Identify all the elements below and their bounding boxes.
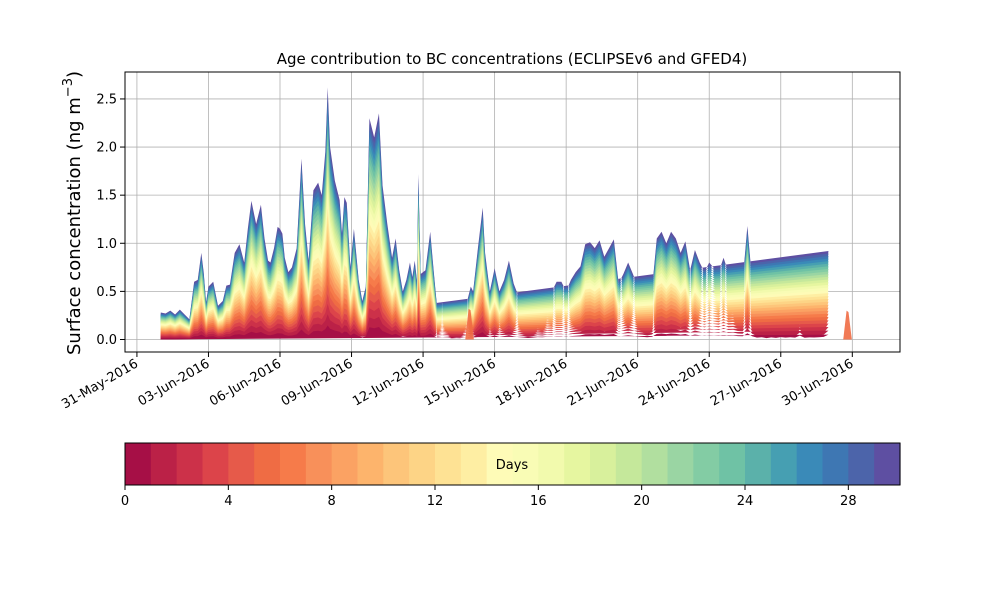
plot-frame <box>124 71 901 353</box>
colorbar-label: Days <box>496 458 529 473</box>
colorbar-segment <box>564 443 591 485</box>
colorbar-segment <box>305 443 333 485</box>
colorbar-tick-label: 16 <box>530 494 547 509</box>
colorbar-segment <box>848 443 875 485</box>
colorbar-ticks: 0 4 8 12 16 20 24 28 <box>121 485 857 509</box>
colorbar-segment <box>719 443 746 485</box>
x-tick-label: 30-Jun-2016 <box>779 356 856 409</box>
y-axis-label-main: Surface concentration (ng m <box>64 97 85 355</box>
chart-title: Age contribution to BC concentrations (E… <box>277 50 748 68</box>
x-tick-label: 18-Jun-2016 <box>493 356 570 409</box>
colorbar-tick-label: 24 <box>737 494 754 509</box>
x-axis-ticks: 31-May-201603-Jun-201606-Jun-201609-Jun-… <box>59 352 856 412</box>
y-tick-label: 0.5 <box>96 285 117 300</box>
colorbar-segment <box>125 443 152 485</box>
colorbar-tick-label: 0 <box>121 494 129 509</box>
x-tick-label: 31-May-2016 <box>59 356 141 412</box>
y-tick-label: 1.0 <box>96 237 117 252</box>
colorbar-segments <box>125 443 901 485</box>
colorbar-segment <box>770 443 798 485</box>
x-tick-label: 06-Jun-2016 <box>207 356 284 409</box>
colorbar-segment <box>254 443 281 485</box>
colorbar-segment <box>383 443 410 485</box>
x-tick-label: 09-Jun-2016 <box>279 356 356 409</box>
fresh-emission-spike <box>843 310 852 340</box>
y-axis-ticks: 0.0 0.5 1.0 1.5 2.0 2.5 <box>96 92 125 348</box>
colorbar: Days 0 4 8 12 16 20 24 28 <box>121 442 901 509</box>
colorbar-tick-label: 28 <box>840 494 857 509</box>
x-tick-label: 27-Jun-2016 <box>708 356 785 409</box>
colorbar-tick-label: 12 <box>427 494 444 509</box>
colorbar-segment <box>615 443 643 485</box>
colorbar-segment <box>512 443 539 485</box>
colorbar-segment <box>745 443 772 485</box>
fresh-emission-spike <box>465 308 474 340</box>
colorbar-segment <box>357 443 384 485</box>
y-axis-label-close: ) <box>64 71 85 78</box>
colorbar-segment <box>641 443 669 485</box>
stacked-areas <box>160 87 852 340</box>
y-tick-label: 2.0 <box>96 141 117 156</box>
colorbar-segment <box>693 443 720 485</box>
colorbar-segment <box>590 443 617 485</box>
x-tick-label: 24-Jun-2016 <box>636 356 713 409</box>
x-tick-label: 21-Jun-2016 <box>565 356 642 409</box>
gridlines <box>125 72 900 352</box>
y-axis-label-superscript: −3 <box>61 78 76 97</box>
colorbar-segment <box>150 443 178 485</box>
age-band-0-day <box>160 325 829 340</box>
colorbar-segment <box>409 443 436 485</box>
colorbar-tick-label: 20 <box>633 494 650 509</box>
y-tick-label: 0.0 <box>96 333 117 348</box>
colorbar-tick-label: 8 <box>328 494 336 509</box>
colorbar-segment <box>435 443 462 485</box>
colorbar-segment <box>796 443 824 485</box>
colorbar-segment <box>280 443 307 485</box>
colorbar-segment <box>822 443 849 485</box>
colorbar-tick-label: 4 <box>224 494 232 509</box>
x-tick-label: 03-Jun-2016 <box>136 356 213 409</box>
colorbar-frame <box>124 442 901 486</box>
colorbar-segment <box>460 443 488 485</box>
colorbar-segment <box>176 443 204 485</box>
colorbar-segment <box>667 443 694 485</box>
colorbar-segment <box>228 443 255 485</box>
x-tick-label: 12-Jun-2016 <box>350 356 427 409</box>
colorbar-segment <box>486 443 514 485</box>
colorbar-segment <box>331 443 359 485</box>
colorbar-segment <box>538 443 565 485</box>
colorbar-segment <box>202 443 229 485</box>
y-tick-label: 1.5 <box>96 189 117 204</box>
main-chart: 31-May-201603-Jun-201606-Jun-201609-Jun-… <box>59 50 901 412</box>
x-tick-label: 15-Jun-2016 <box>422 356 499 409</box>
colorbar-segment <box>874 443 901 485</box>
y-tick-label: 2.5 <box>96 92 117 107</box>
y-axis-label: Surface concentration (ng m−3) <box>61 71 85 355</box>
